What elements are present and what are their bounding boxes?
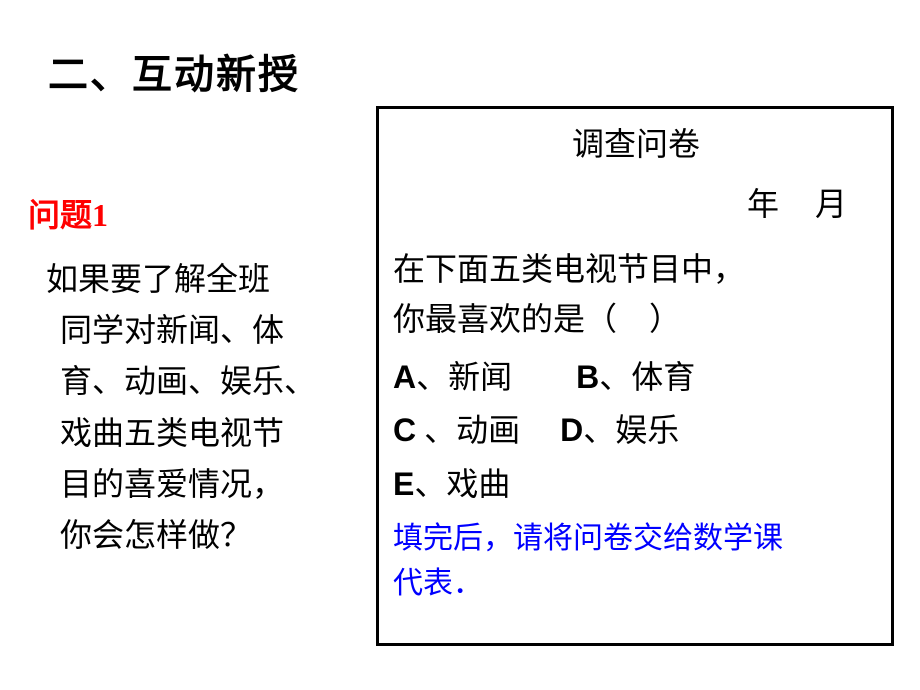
option-row: E、戏曲 bbox=[393, 459, 879, 510]
option-row: A、新闻 B、体育 bbox=[393, 352, 879, 403]
problem-line: 目的喜爱情况， bbox=[46, 459, 348, 510]
survey-note: 填完后，请将问卷交给数学课 代表． bbox=[393, 516, 879, 606]
problem-line: 育、动画、娱乐、 bbox=[46, 356, 348, 407]
problem-line: 如果要了解全班 bbox=[46, 254, 348, 305]
option-letter-a: A bbox=[393, 359, 416, 395]
option-letter-d: D bbox=[560, 412, 583, 448]
problem-line: 你会怎样做？ bbox=[46, 510, 348, 561]
option-letter-e: E bbox=[393, 466, 414, 502]
problem-label-number: 1 bbox=[92, 197, 108, 233]
problem-label-prefix: 问题 bbox=[28, 197, 92, 233]
survey-note-line: 代表． bbox=[393, 567, 483, 600]
survey-date: 年 月 bbox=[393, 179, 879, 225]
section-title: 二、互动新授 bbox=[48, 42, 300, 100]
problem-line: 同学对新闻、体 bbox=[46, 305, 348, 356]
survey-question: 在下面五类电视节目中， 你最喜欢的是（ ） bbox=[393, 245, 879, 344]
option-text-d: 、娱乐 bbox=[583, 412, 679, 448]
survey-options: A、新闻 B、体育 C 、动画 D、娱乐 E、戏曲 bbox=[393, 352, 879, 510]
option-text-c: 、动画 bbox=[416, 412, 520, 448]
problem-body: 如果要了解全班 同学对新闻、体 育、动画、娱乐、 戏曲五类电视节 目的喜爱情况，… bbox=[28, 254, 348, 561]
survey-box: 调查问卷 年 月 在下面五类电视节目中， 你最喜欢的是（ ） A、新闻 B、体育… bbox=[376, 106, 894, 646]
option-text-a: 、新闻 bbox=[416, 359, 512, 395]
option-letter-b: B bbox=[576, 359, 599, 395]
survey-q-line: 你最喜欢的是（ ） bbox=[393, 301, 681, 337]
option-row: C 、动画 D、娱乐 bbox=[393, 405, 879, 456]
problem-block: 问题1 如果要了解全班 同学对新闻、体 育、动画、娱乐、 戏曲五类电视节 目的喜… bbox=[28, 190, 348, 561]
problem-line: 戏曲五类电视节 bbox=[46, 408, 348, 459]
option-text-b: 、体育 bbox=[599, 359, 695, 395]
survey-note-line: 填完后，请将问卷交给数学课 bbox=[393, 522, 783, 555]
option-letter-c: C bbox=[393, 412, 416, 448]
problem-label: 问题1 bbox=[28, 190, 348, 236]
option-text-e: 、戏曲 bbox=[414, 466, 510, 502]
survey-title: 调查问卷 bbox=[393, 119, 879, 165]
survey-q-line: 在下面五类电视节目中， bbox=[393, 251, 745, 287]
